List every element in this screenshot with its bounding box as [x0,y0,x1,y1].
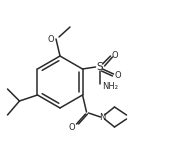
Text: O: O [48,34,54,43]
Text: O: O [111,51,118,60]
Text: N: N [99,113,106,122]
Text: O: O [68,123,75,132]
Text: O: O [114,71,121,80]
Text: NH₂: NH₂ [102,81,118,90]
Text: S: S [96,62,103,72]
